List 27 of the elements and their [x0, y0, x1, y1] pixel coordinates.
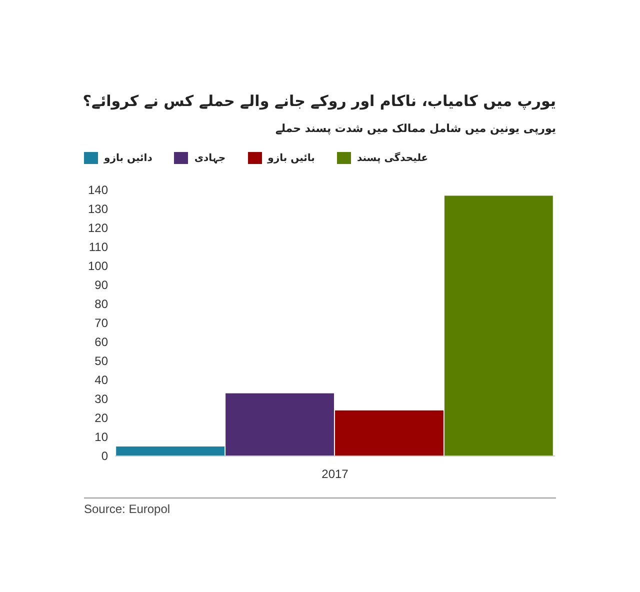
y-tick-label: 110 [88, 240, 108, 254]
y-tick-label: 40 [94, 373, 108, 387]
y-tick-label: 50 [94, 354, 108, 368]
y-tick-label: 80 [94, 297, 108, 311]
legend-label: بائیں بازو [268, 152, 315, 164]
y-tick-label: 20 [94, 411, 108, 425]
y-tick-label: 120 [88, 221, 108, 235]
legend-label: جہادی [194, 152, 226, 164]
y-tick-label: 90 [94, 278, 108, 292]
bar [444, 196, 553, 456]
y-tick-label: 70 [94, 316, 108, 330]
y-tick-label: 0 [101, 449, 108, 463]
legend-label: علیحدگی پسند [356, 152, 428, 164]
bar [116, 446, 225, 456]
chart-title: یورپ میں کامیاب، ناکام اور روکے جانے والے حملے کس نے کروائے؟ [82, 92, 556, 110]
y-tick-label: 140 [88, 183, 108, 197]
y-tick-label: 10 [94, 430, 108, 444]
chart-subtitle: یورپی یونین میں شامل ممالک میں شدت پسند حملے [275, 122, 556, 135]
bar [335, 410, 444, 456]
y-tick-label: 130 [88, 202, 108, 216]
y-tick-label: 100 [88, 259, 108, 273]
legend-label: دائیں بازو [104, 152, 152, 164]
y-tick-label: 60 [94, 335, 108, 349]
x-tick-label: 2017 [322, 467, 349, 481]
bar [226, 393, 334, 456]
y-tick-label: 30 [94, 392, 108, 406]
source-note: Source: Europol [84, 502, 170, 516]
